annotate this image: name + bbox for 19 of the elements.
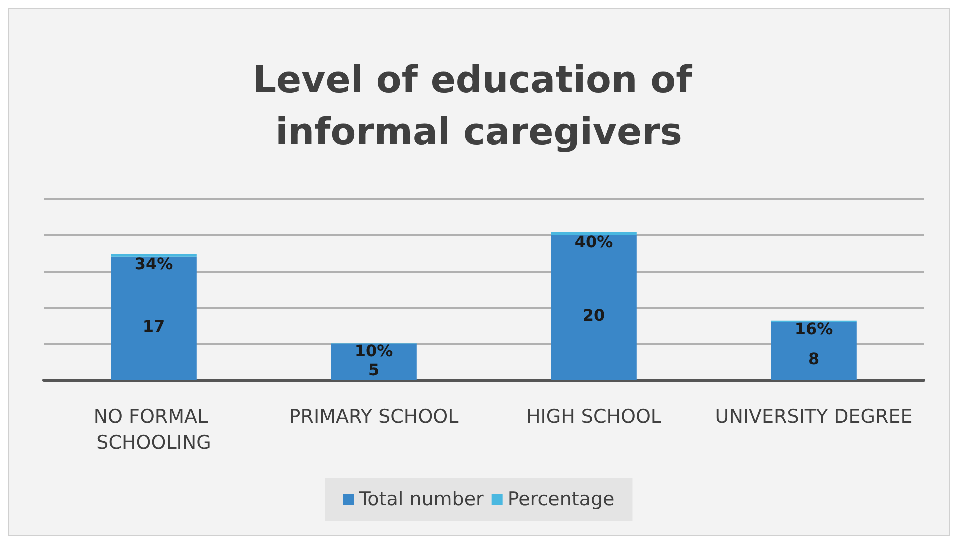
x-tick-label: PRIMARY SCHOOL [289,406,460,428]
data-label: 20 [582,306,606,326]
bar [771,322,857,380]
x-tick-label: NO FORMAL SCHOOLING [94,406,214,454]
data-label: 8 [808,350,820,369]
legend-label: Total number [358,488,484,510]
data-label: 17 [142,316,166,336]
legend-label: Percentage [508,488,615,510]
bar [111,256,197,380]
data-label: 34% [134,254,174,274]
x-tick-label: HIGH SCHOOL [526,406,662,428]
chart-title: Level of education of informal caregivers [252,58,706,154]
data-label: 16% [794,320,834,339]
x-tick-label: UNIVERSITY DEGREE [715,406,913,428]
data-label: 5 [368,360,380,380]
bar [111,254,197,257]
bar [551,235,637,380]
data-label: 40% [574,232,614,252]
data-label: 10% [354,341,394,360]
